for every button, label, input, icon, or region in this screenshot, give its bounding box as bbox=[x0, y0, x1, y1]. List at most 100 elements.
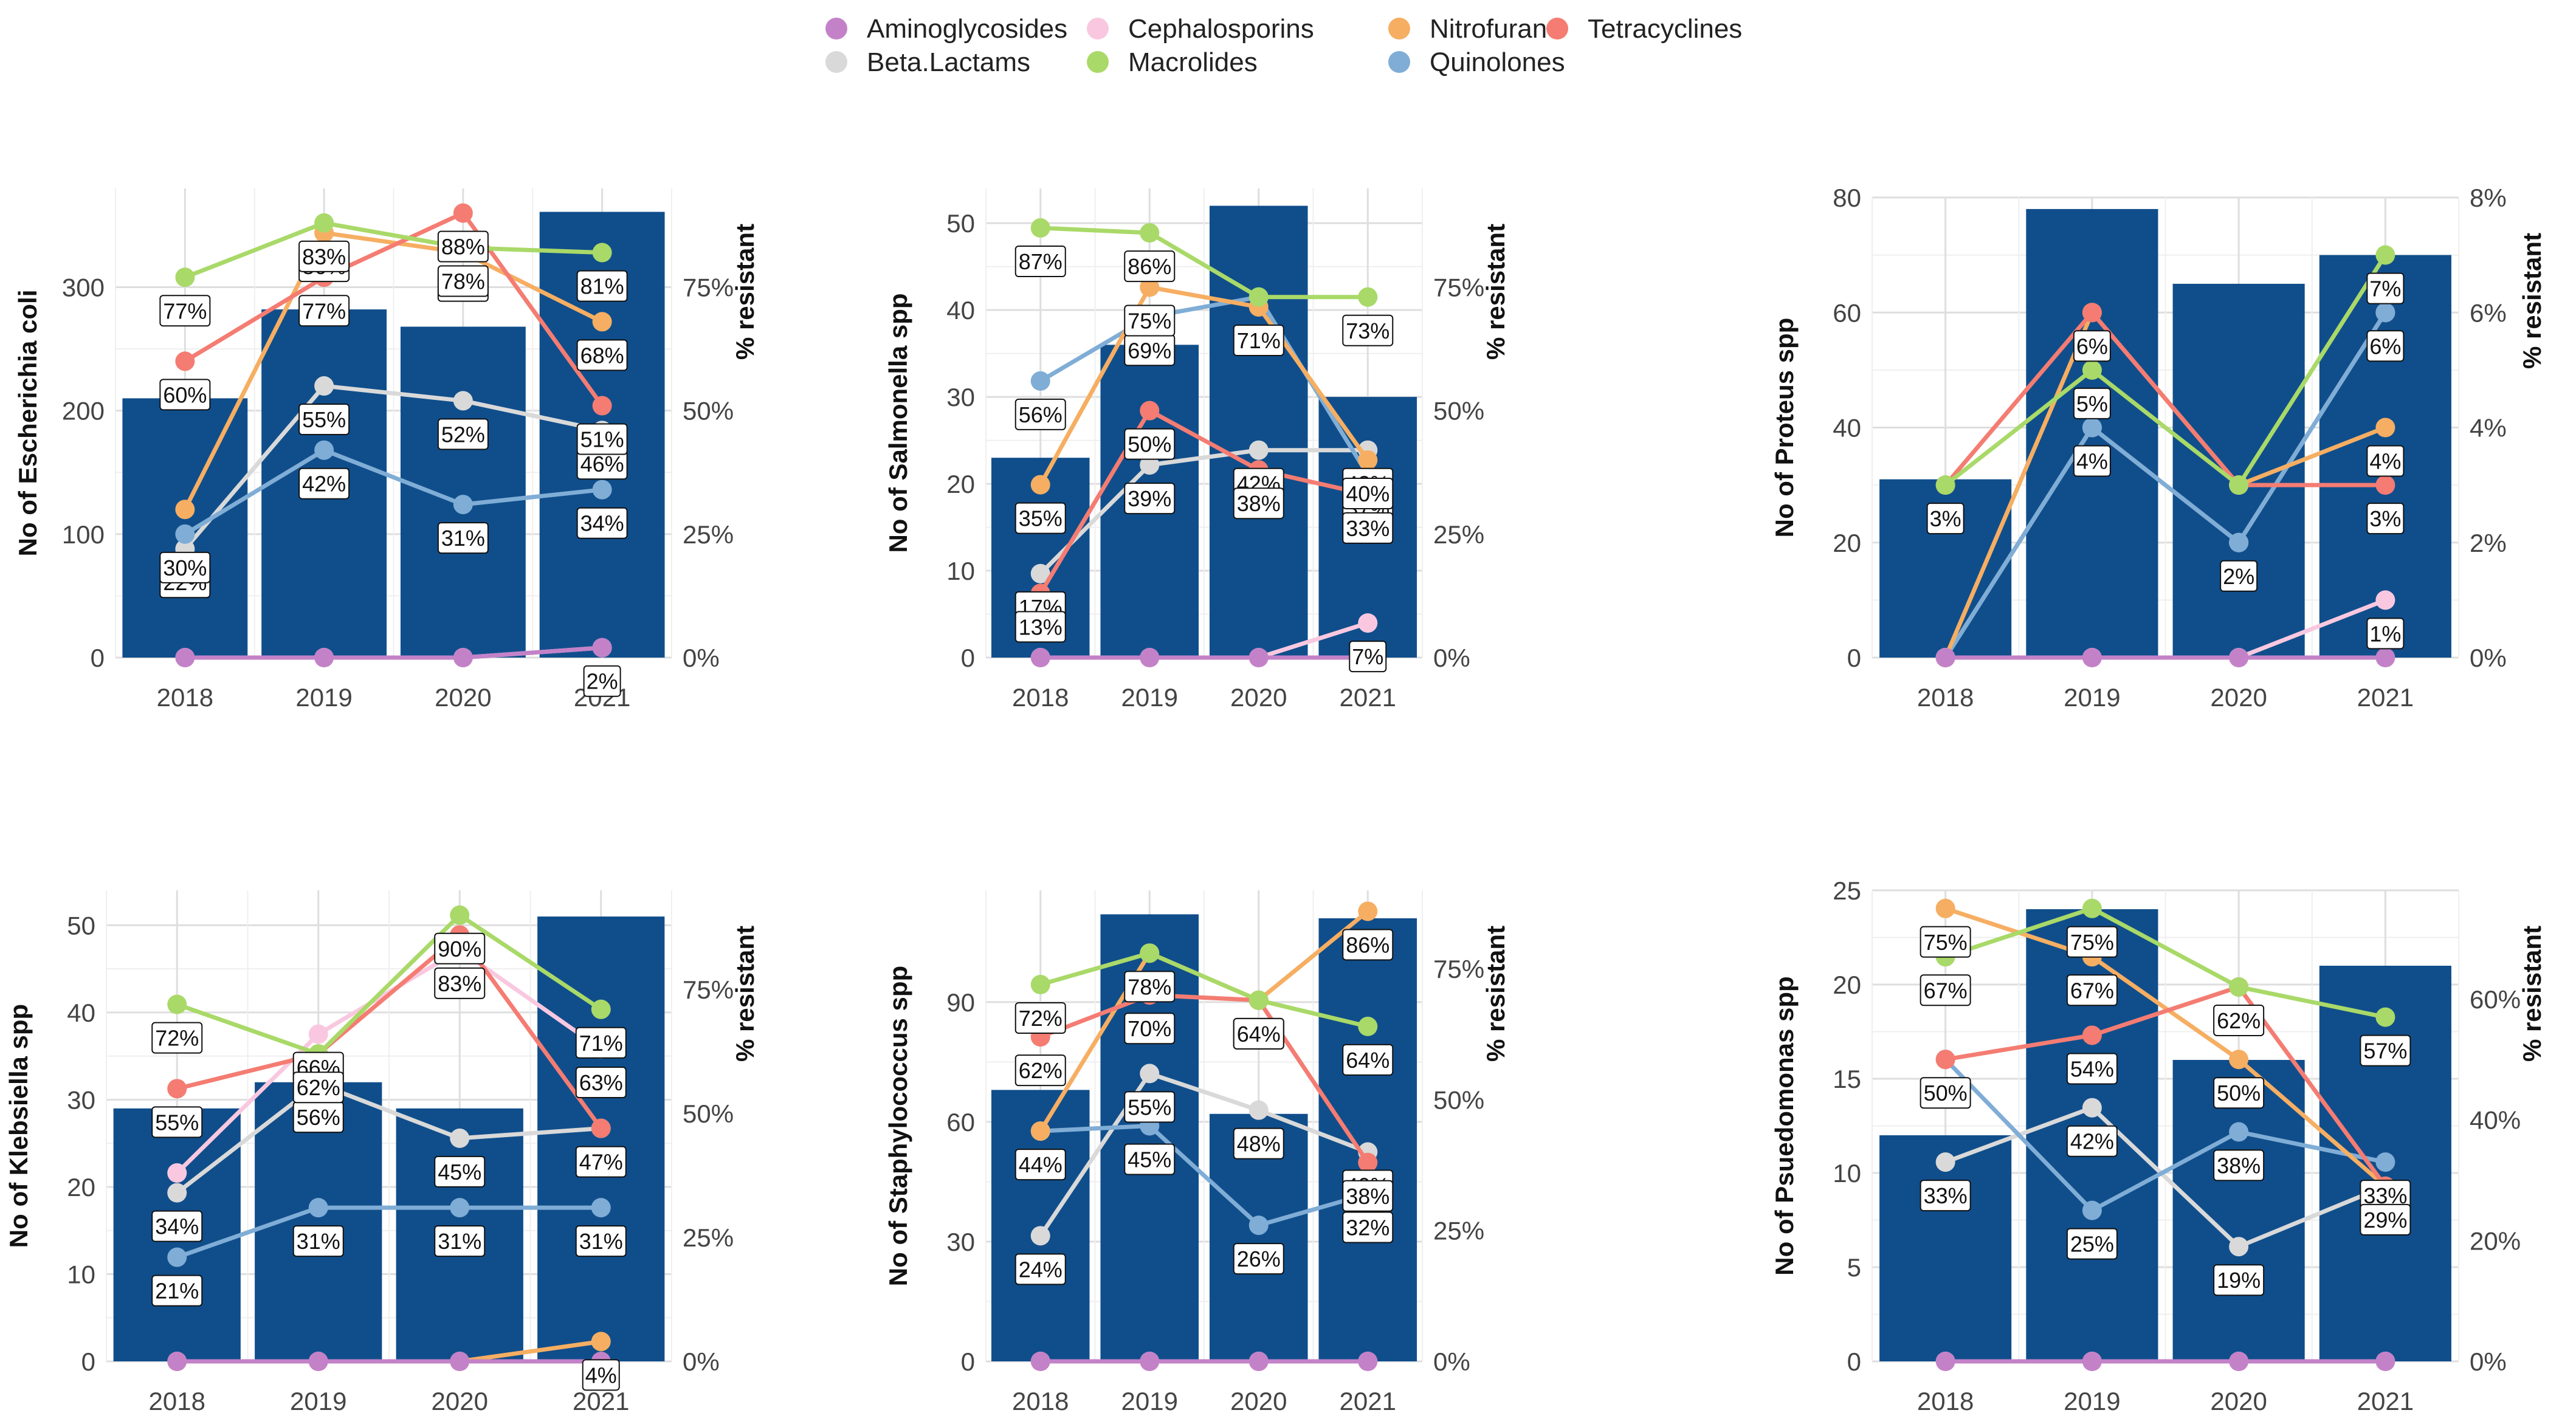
data-label-text: 38% bbox=[1237, 491, 1281, 516]
chart-panel-salmonella-spp: 0 10 20 30 40 50 0% 25% 50% 75% 2018 2019 2020 2021 No… bbox=[884, 188, 1510, 712]
x-tick-label: 2021 bbox=[2357, 683, 2414, 712]
legend-swatch bbox=[825, 18, 847, 40]
bar-2021 bbox=[537, 916, 665, 1361]
y-axis-title: No of Klebsiella spp bbox=[4, 1004, 33, 1248]
point-quinolones-2019 bbox=[2082, 1200, 2102, 1220]
data-label-box bbox=[1920, 1180, 1971, 1212]
y-tick-label: 40 bbox=[1833, 414, 1861, 442]
legend-swatch bbox=[825, 51, 847, 73]
data-label-quinolones-2019: 42% bbox=[298, 467, 350, 500]
point-beta-lactams-2020 bbox=[450, 1128, 470, 1148]
data-labels: 22%55%52%46%30%42%31%34%86%82%68%60%77%8… bbox=[159, 230, 628, 697]
data-label-tetracyclines-2019: 70% bbox=[1124, 1013, 1176, 1045]
data-label-text: 1% bbox=[2369, 621, 2401, 646]
data-label-nitrofuran-2020: 50% bbox=[2213, 1077, 2265, 1109]
data-label-quinolones-2018: 56% bbox=[1014, 398, 1066, 430]
data-label-beta-lactams-2020: 48% bbox=[1233, 1127, 1284, 1160]
legend-swatch bbox=[1388, 18, 1410, 40]
data-label-box bbox=[1014, 611, 1066, 643]
series-line-quinolones bbox=[176, 1205, 601, 1259]
point-nitrofuran-2020 bbox=[2229, 1050, 2249, 1070]
data-label-box bbox=[1014, 1149, 1066, 1181]
data-label-box bbox=[1233, 325, 1284, 357]
data-label-box bbox=[2213, 1264, 2265, 1296]
data-label-box bbox=[159, 551, 211, 583]
series-line-tetracyclines bbox=[1039, 992, 1370, 1164]
point-macrolides-2019 bbox=[1140, 943, 1160, 963]
data-label-box bbox=[1014, 1002, 1066, 1034]
data-label-box bbox=[434, 1155, 486, 1188]
y-axis-right: 0% 2% 4% 6% 8% bbox=[2470, 184, 2507, 672]
data-label-macrolides-2020: 90% bbox=[434, 932, 486, 965]
y-axis-left: 0 5 10 15 20 25 bbox=[1833, 876, 1861, 1376]
data-label-nitrofuran-2020: 71% bbox=[1233, 325, 1284, 357]
data-label-box bbox=[1342, 1180, 1394, 1212]
data-label-text: 55% bbox=[155, 1110, 199, 1135]
data-label-text: 42% bbox=[2070, 1129, 2114, 1154]
y-tick-label: 10 bbox=[67, 1260, 95, 1288]
y-axis-title: No of Escherichia coli bbox=[13, 290, 42, 557]
data-label-text: 60% bbox=[163, 382, 207, 407]
y2-tick-label: 0% bbox=[2470, 644, 2507, 672]
x-tick-label: 2019 bbox=[2064, 683, 2120, 712]
point-tetracyclines-2021 bbox=[2375, 475, 2395, 495]
data-label-box bbox=[159, 295, 211, 327]
data-label-text: 71% bbox=[1237, 328, 1281, 353]
y-tick-label: 30 bbox=[946, 383, 975, 411]
data-label-nitrofuran-2021: 68% bbox=[576, 339, 628, 371]
x-tick-label: 2020 bbox=[432, 1387, 488, 1415]
data-label-cephalosporins-2020: 83% bbox=[434, 967, 486, 999]
point-aminoglycosides-2018 bbox=[1935, 1352, 1955, 1371]
data-label-text: 7% bbox=[1352, 644, 1383, 669]
y-tick-label: 0 bbox=[91, 644, 105, 672]
point-macrolides-2021 bbox=[2375, 1007, 2395, 1027]
point-aminoglycosides-2020 bbox=[450, 1352, 470, 1371]
point-beta-lactams-2019 bbox=[1140, 455, 1160, 475]
data-label-text: 31% bbox=[579, 1229, 623, 1254]
legend-label: Tetracyclines bbox=[1588, 14, 1742, 44]
x-axis: 2018 2019 2020 2021 bbox=[157, 683, 631, 712]
point-beta-lactams-2018 bbox=[1030, 563, 1050, 583]
y-tick-label: 40 bbox=[946, 296, 975, 325]
data-label-box bbox=[1342, 314, 1394, 346]
legend-item-macrolides: Macrolides bbox=[1087, 47, 1258, 77]
x-tick-label: 2021 bbox=[2357, 1387, 2414, 1415]
point-quinolones-2018 bbox=[167, 1247, 187, 1267]
data-label-text: 26% bbox=[1237, 1246, 1281, 1271]
data-label-nitrofuran-2021: 4% bbox=[2366, 445, 2405, 477]
data-label-text: 44% bbox=[1019, 1152, 1062, 1177]
data-label-nitrofuran-2021: 86% bbox=[1342, 929, 1394, 961]
x-axis: 2018 2019 2020 2021 bbox=[1012, 683, 1396, 712]
data-label-nitrofuran-2018: 75% bbox=[1920, 926, 1971, 958]
data-label-box bbox=[1926, 503, 1965, 535]
y2-tick-label: 25% bbox=[683, 520, 734, 549]
data-label-box bbox=[437, 418, 489, 450]
data-label-box bbox=[1124, 483, 1176, 515]
y-axis-right: 0% 25% 50% 75% bbox=[683, 975, 734, 1376]
point-aminoglycosides-2021 bbox=[592, 638, 612, 658]
point-tetracyclines-2018 bbox=[175, 351, 195, 371]
data-label-text: 75% bbox=[1128, 309, 1171, 334]
series-line-tetracyclines bbox=[176, 932, 603, 1130]
bars bbox=[991, 205, 1417, 658]
data-label-text: 88% bbox=[441, 235, 485, 260]
point-aminoglycosides-2019 bbox=[2082, 648, 2102, 667]
data-label-box bbox=[1349, 641, 1387, 673]
series-line-tetracyclines bbox=[1038, 408, 1369, 595]
data-label-box bbox=[1342, 929, 1394, 961]
point-tetracyclines-2018 bbox=[1935, 1050, 1955, 1070]
y2-tick-label: 75% bbox=[683, 273, 734, 302]
data-label-text: 50% bbox=[1128, 432, 1171, 457]
point-quinolones-2021 bbox=[591, 1198, 611, 1218]
point-quinolones-2019 bbox=[314, 440, 334, 460]
data-label-text: 77% bbox=[302, 298, 346, 323]
y2-tick-label: 8% bbox=[2470, 184, 2507, 212]
y-tick-label: 90 bbox=[946, 988, 975, 1017]
data-label-box bbox=[2360, 1034, 2411, 1067]
point-quinolones-2021 bbox=[2375, 303, 2395, 323]
data-label-beta-lactams-2019: 42% bbox=[2066, 1125, 2118, 1157]
point-aminoglycosides-2021 bbox=[2375, 648, 2395, 667]
data-label-beta-lactams-2018: 24% bbox=[1014, 1253, 1066, 1285]
point-macrolides-2021 bbox=[2375, 245, 2395, 265]
point-tetracyclines-2021 bbox=[591, 1118, 611, 1138]
